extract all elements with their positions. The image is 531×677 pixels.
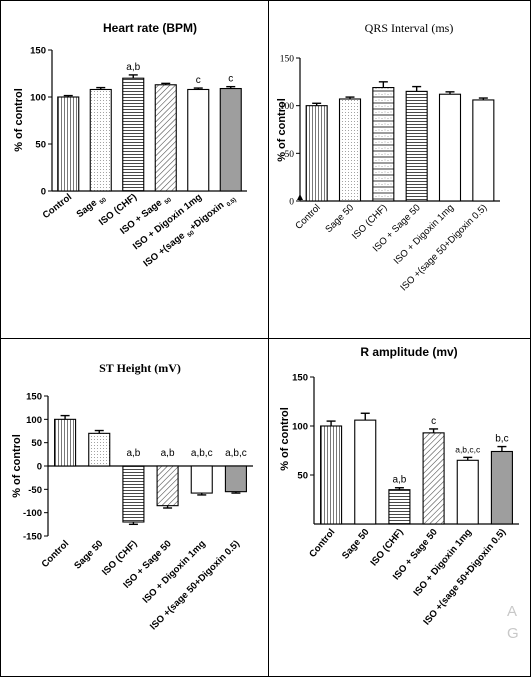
y-tick-label: 50 xyxy=(297,471,308,482)
bar xyxy=(219,87,242,192)
y-tick-label: 150 xyxy=(30,46,46,57)
significance-label: a,b xyxy=(126,448,140,459)
significance-label: c xyxy=(228,74,233,85)
bar xyxy=(190,465,213,494)
heart-rate-panel: Heart rate (BPM)% of control 0 50 100 150 Con… xyxy=(0,0,268,338)
significance-label: a,b xyxy=(161,448,175,459)
chart-title: ST Height (mV) xyxy=(99,361,181,375)
y-tick-label: 0 xyxy=(289,198,294,208)
bar xyxy=(372,87,395,202)
chart-title: Heart rate (BPM) xyxy=(103,21,197,35)
y-tick-label: 0 xyxy=(41,187,46,198)
x-tick-label: ISO + Digoxin 1mg xyxy=(411,527,474,599)
bar xyxy=(388,489,411,525)
r-amplitude-panel: R amplitude (mv) % of control 50 100 150 Cont… xyxy=(269,339,531,677)
significance-label: c xyxy=(196,75,201,86)
y-tick-label: 0 xyxy=(37,462,42,473)
bar xyxy=(438,93,462,202)
bar xyxy=(320,425,343,525)
x-tick-label: ISO (CHF) xyxy=(368,527,405,568)
bar xyxy=(354,419,377,525)
significance-label: a,b xyxy=(126,62,140,73)
watermark-letter-a: A xyxy=(507,603,518,620)
significance-label: a,b,c,c xyxy=(455,444,481,454)
bar xyxy=(224,465,247,493)
y-tick-label: 100 xyxy=(30,93,46,104)
significance-label: a,b,c xyxy=(225,448,247,459)
y-tick-label: 50 xyxy=(31,438,42,449)
y-tick-label: 100 xyxy=(292,422,308,433)
y-tick-label: 150 xyxy=(280,55,295,65)
y-axis-label: % of control xyxy=(13,88,25,152)
x-tick-label: ISO + Digoxin 1mg xyxy=(141,538,208,605)
y-tick-label: 150 xyxy=(26,392,42,403)
y-tick-label: 100 xyxy=(280,102,295,112)
bar xyxy=(156,465,179,507)
y-axis-label: % of control xyxy=(11,434,23,498)
bar xyxy=(456,459,479,525)
x-tick-label: Control xyxy=(40,538,72,570)
x-tick-label: Sage 50 xyxy=(72,538,105,571)
bar xyxy=(57,96,80,192)
x-tick-label: ISO + Digoxin 1mg xyxy=(392,202,456,266)
grid-divider-horizontal xyxy=(0,338,531,339)
y-tick-label: -50 xyxy=(28,485,42,496)
bar xyxy=(490,450,513,525)
bar xyxy=(88,432,111,467)
bar xyxy=(405,90,428,202)
chart-title: QRS Interval (ms) xyxy=(365,21,454,35)
bar xyxy=(122,465,145,523)
bar xyxy=(305,105,328,202)
y-tick-label: -100 xyxy=(23,508,42,519)
y-tick-label: -150 xyxy=(23,532,42,543)
bar xyxy=(89,88,112,192)
qrs-interval-panel: QRS Interval (ms) % of control 0 50 100 150 Co… xyxy=(269,0,531,338)
bar xyxy=(422,432,445,525)
bar xyxy=(338,98,362,202)
y-tick-label: 50 xyxy=(285,150,295,160)
significance-label: b,c xyxy=(495,434,508,445)
bar xyxy=(54,418,77,467)
significance-label: c xyxy=(431,416,436,427)
y-axis-label: % of control xyxy=(279,407,291,471)
watermark-letter-g: G xyxy=(507,625,519,642)
bar xyxy=(122,77,145,192)
significance-label: a,b,c xyxy=(191,448,213,459)
y-tick-label: 100 xyxy=(26,415,42,426)
significance-label: a,b xyxy=(392,475,406,486)
y-tick-label: 150 xyxy=(292,373,308,384)
x-tick-label: Sage 50 xyxy=(340,527,372,562)
bar xyxy=(472,99,495,202)
st-height-panel: ST Height (mV) % of control -150 -100 -50 0 50… xyxy=(0,339,268,677)
y-tick-label: 50 xyxy=(35,140,46,151)
bar xyxy=(187,88,210,192)
x-tick-label: Control xyxy=(307,527,337,560)
chart-title: R amplitude (mv) xyxy=(360,345,457,359)
y-axis-label: % of control xyxy=(276,98,288,162)
x-tick-label: Sage 50 xyxy=(323,202,356,235)
x-tick-label: Control xyxy=(293,202,322,231)
bar xyxy=(154,84,177,192)
